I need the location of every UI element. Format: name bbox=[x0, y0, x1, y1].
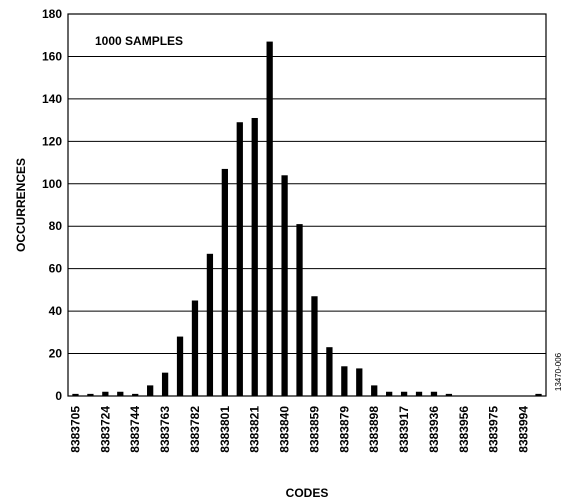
bars bbox=[72, 41, 542, 396]
x-tick-label: 8383821 bbox=[248, 406, 262, 453]
y-tick-label: 100 bbox=[42, 177, 62, 191]
x-tick-label: 8383801 bbox=[218, 406, 232, 453]
plot-frame bbox=[67, 13, 547, 397]
y-tick-label: 160 bbox=[42, 49, 62, 63]
y-tick-label: 80 bbox=[49, 219, 63, 233]
figure-id: 13470-006 bbox=[554, 352, 563, 391]
x-tick-label: 8383994 bbox=[517, 406, 531, 453]
y-tick-label: 0 bbox=[55, 389, 62, 403]
x-tick-label: 8383859 bbox=[307, 406, 321, 453]
bar bbox=[102, 391, 109, 396]
x-tick-label: 8383763 bbox=[158, 406, 172, 453]
bar bbox=[371, 385, 378, 396]
bar bbox=[430, 391, 438, 396]
x-axis: 8383705 8383724 8383744 8383763 8383782 83838… bbox=[68, 406, 530, 453]
x-tick-label: 8383898 bbox=[367, 406, 381, 453]
plot-area bbox=[68, 14, 546, 396]
bar bbox=[535, 393, 542, 396]
x-tick-label: 8383705 bbox=[68, 406, 82, 453]
bar bbox=[341, 366, 348, 396]
bar bbox=[311, 296, 318, 396]
bar bbox=[296, 224, 303, 396]
bar bbox=[326, 347, 333, 396]
x-tick-label: 8383879 bbox=[337, 406, 351, 453]
bar bbox=[356, 368, 363, 396]
x-axis-title: CODES bbox=[286, 486, 329, 500]
bar bbox=[191, 300, 199, 396]
bar bbox=[400, 391, 408, 396]
x-tick-label: 8383724 bbox=[98, 406, 112, 453]
bar bbox=[161, 372, 169, 396]
x-tick-label: 8383840 bbox=[278, 406, 292, 453]
y-tick-label: 40 bbox=[49, 304, 63, 318]
y-tick-label: 180 bbox=[42, 7, 62, 21]
bar bbox=[251, 117, 258, 396]
y-tick-label: 20 bbox=[49, 347, 63, 361]
x-tick-label: 8383917 bbox=[397, 406, 411, 453]
bar bbox=[386, 391, 393, 396]
annotation-label: 1000 SAMPLES bbox=[95, 34, 183, 48]
bar bbox=[415, 391, 423, 396]
bar bbox=[72, 393, 79, 396]
bar bbox=[87, 393, 94, 396]
bar bbox=[445, 393, 453, 396]
x-tick-label: 8383956 bbox=[457, 406, 471, 453]
x-tick-label: 8383975 bbox=[487, 406, 501, 453]
y-tick-label: 60 bbox=[49, 262, 63, 276]
y-axis-title: OCCURRENCES bbox=[14, 158, 28, 252]
bar bbox=[147, 385, 154, 396]
y-tick-label: 120 bbox=[42, 134, 62, 148]
bar bbox=[132, 393, 139, 396]
bar bbox=[221, 168, 228, 396]
bar bbox=[266, 41, 273, 396]
bar bbox=[236, 122, 243, 396]
y-tick-label: 140 bbox=[42, 92, 62, 106]
x-tick-label: 8383936 bbox=[427, 406, 441, 453]
y-axis: 0 20 40 60 80 100 120 140 160 180 bbox=[42, 7, 62, 403]
bar bbox=[281, 175, 288, 396]
x-tick-label: 8383744 bbox=[128, 406, 142, 453]
gridlines bbox=[68, 55, 546, 355]
x-tick-label: 8383782 bbox=[188, 406, 202, 453]
bar bbox=[176, 336, 184, 396]
bar bbox=[206, 253, 214, 396]
bar bbox=[117, 391, 124, 396]
